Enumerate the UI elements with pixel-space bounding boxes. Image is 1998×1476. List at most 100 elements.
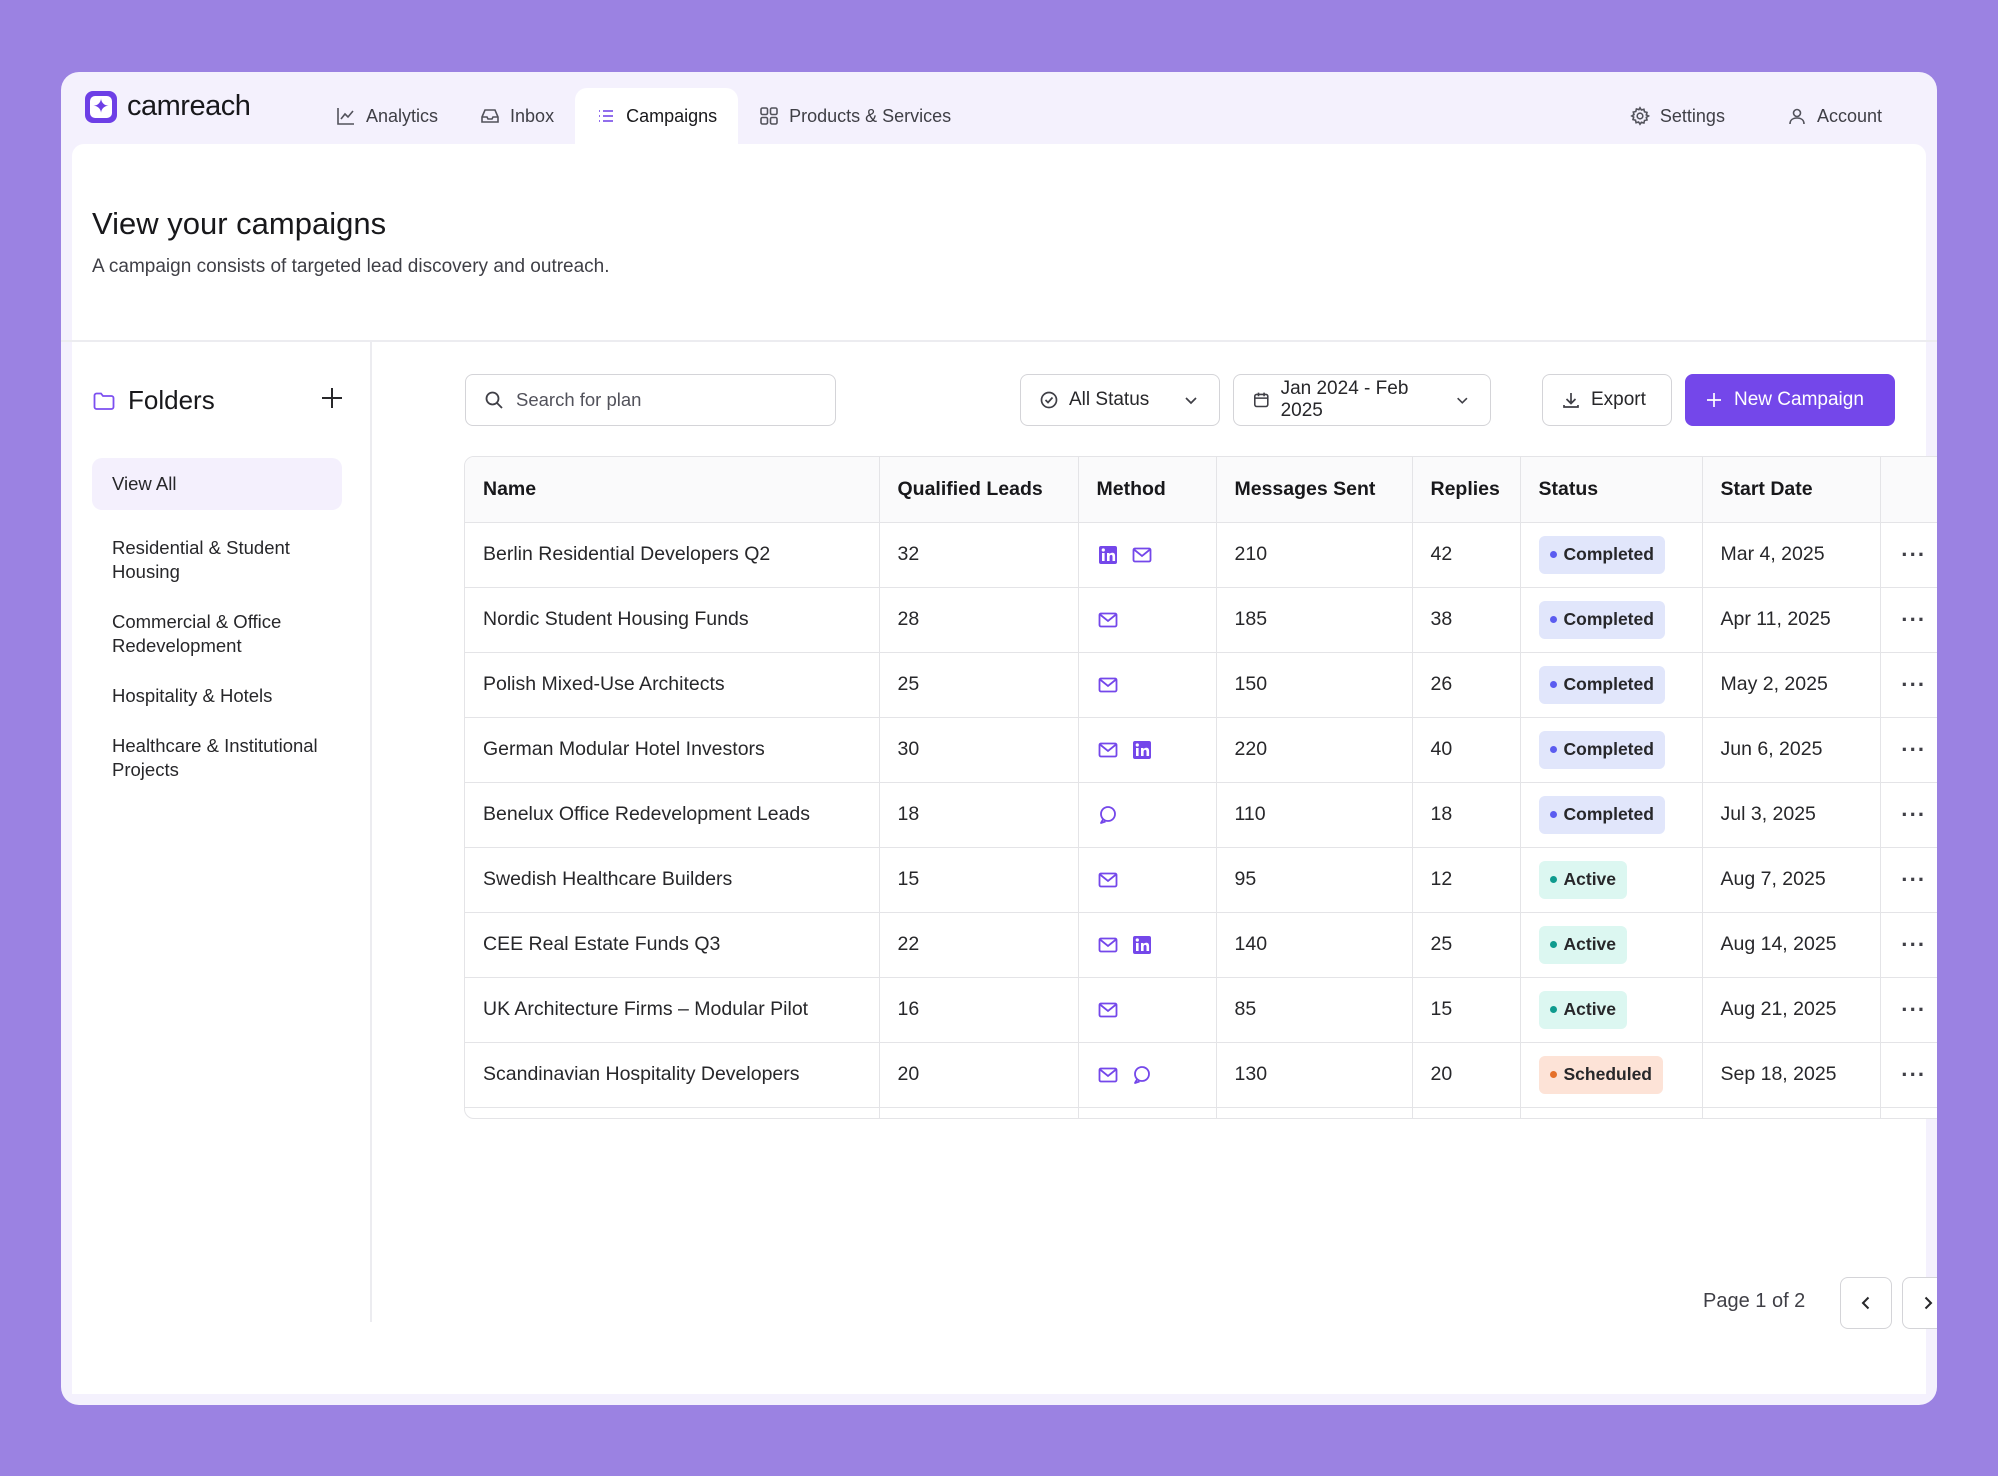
add-folder-button[interactable] xyxy=(317,383,347,413)
email-icon xyxy=(1097,609,1119,631)
cell-status: Active xyxy=(1520,912,1703,978)
status-filter-dropdown[interactable]: All Status xyxy=(1020,374,1220,426)
cell-name[interactable]: Nordic Student Housing Funds xyxy=(465,587,880,653)
table-row[interactable]: CEE Real Estate Funds Q3 22 140 25 Activ… xyxy=(465,912,1937,978)
cell-method xyxy=(1078,717,1217,783)
export-button[interactable]: Export xyxy=(1542,374,1672,426)
cell-start-date: Aug 21, 2025 xyxy=(1702,977,1881,1043)
folder-item-commercial[interactable]: Commercial & Office Redevelopment xyxy=(112,611,282,656)
cell-messages-sent: 130 xyxy=(1216,1042,1413,1108)
cell-method xyxy=(1078,1107,1217,1118)
cell-qualified-leads: 28 xyxy=(879,587,1079,653)
cell-status: Scheduled xyxy=(1520,1042,1703,1108)
search-input[interactable]: Search for plan xyxy=(465,374,836,426)
account-label: Account xyxy=(1816,105,1882,126)
table-row[interactable]: Polish Mixed-Use Architects 25 150 26 Co… xyxy=(465,652,1937,718)
logo[interactable]: ✦ camreach xyxy=(85,90,251,123)
status-label: Completed xyxy=(1563,739,1654,759)
settings-label: Settings xyxy=(1659,105,1725,126)
cell-method xyxy=(1078,912,1217,978)
divider xyxy=(61,340,1937,342)
account-link[interactable]: Account xyxy=(1766,88,1903,144)
nav-item-inbox[interactable]: Inbox xyxy=(459,88,575,144)
nav-item-products[interactable]: Products & Services xyxy=(738,88,972,144)
cell-messages-sent: 185 xyxy=(1216,587,1413,653)
chart-line-icon xyxy=(337,108,354,125)
folder-item-residential[interactable]: Residential & Student Housing xyxy=(112,537,290,582)
row-actions-button[interactable]: ··· xyxy=(1880,652,1937,718)
cell-messages-sent: 95 xyxy=(1216,847,1413,913)
row-actions-button[interactable]: ··· xyxy=(1880,1107,1937,1118)
plus-icon xyxy=(1707,393,1721,407)
cell-status: Completed xyxy=(1520,522,1703,588)
folder-item-healthcare[interactable]: Healthcare & Institutional Projects xyxy=(112,735,318,780)
folder-item-view-all[interactable]: View All xyxy=(92,458,342,510)
cell-name[interactable]: Swedish Healthcare Builders xyxy=(465,847,880,913)
row-actions-button[interactable]: ··· xyxy=(1880,522,1937,588)
nav-item-analytics[interactable]: Analytics xyxy=(315,88,459,144)
table-row[interactable]: Scandinavian Hospitality Developers 20 1… xyxy=(465,1042,1937,1108)
column-header-start-date[interactable]: Start Date xyxy=(1702,457,1881,523)
new-campaign-button[interactable]: New Campaign xyxy=(1685,374,1895,426)
nav-item-label: Campaigns xyxy=(626,105,718,126)
column-header-replies[interactable]: Replies xyxy=(1412,457,1521,523)
cell-replies: 40 xyxy=(1412,717,1521,783)
status-badge: Active xyxy=(1538,990,1628,1029)
column-header-status[interactable]: Status xyxy=(1520,457,1703,523)
cell-name[interactable]: Scandinavian Hospitality Developers xyxy=(465,1042,880,1108)
folder-item-hospitality[interactable]: Hospitality & Hotels xyxy=(112,685,273,706)
cell-messages-sent: 210 xyxy=(1216,522,1413,588)
cell-replies: 42 xyxy=(1412,522,1521,588)
logo-text: camreach xyxy=(127,90,251,122)
row-actions-button[interactable]: ··· xyxy=(1880,587,1937,653)
cell-name[interactable]: German Universities – Student Housing xyxy=(465,1107,880,1118)
nav-item-campaigns[interactable]: Campaigns xyxy=(575,88,739,144)
next-page-button[interactable] xyxy=(1902,1277,1937,1329)
status-label: Active xyxy=(1563,934,1617,954)
table-row[interactable]: Swedish Healthcare Builders 15 95 12 Act… xyxy=(465,847,1937,913)
table-row[interactable]: German Universities – Student Housing 12… xyxy=(465,1107,1937,1118)
cell-name[interactable]: CEE Real Estate Funds Q3 xyxy=(465,912,880,978)
nav-item-label: Products & Services xyxy=(789,105,952,126)
row-actions-button[interactable]: ··· xyxy=(1880,912,1937,978)
table-body: Berlin Residential Developers Q2 32 210 … xyxy=(465,522,1937,1118)
chevron-down-icon xyxy=(1457,397,1468,404)
row-actions-button[interactable]: ··· xyxy=(1880,977,1937,1043)
row-actions-button[interactable]: ··· xyxy=(1880,782,1937,848)
status-badge: Active xyxy=(1538,860,1628,899)
cell-name[interactable]: UK Architecture Firms – Modular Pilot xyxy=(465,977,880,1043)
list-icon xyxy=(599,110,614,122)
cell-name[interactable]: Benelux Office Redevelopment Leads xyxy=(465,782,880,848)
cell-status: Scheduled xyxy=(1520,1107,1703,1118)
cell-name[interactable]: Polish Mixed-Use Architects xyxy=(465,652,880,718)
column-header-method[interactable]: Method xyxy=(1078,457,1217,523)
status-dot xyxy=(1549,1006,1557,1013)
inbox-icon xyxy=(481,109,499,123)
table-row[interactable]: UK Architecture Firms – Modular Pilot 16… xyxy=(465,977,1937,1043)
column-header-messages-sent[interactable]: Messages Sent xyxy=(1216,457,1413,523)
cell-status: Active xyxy=(1520,977,1703,1043)
cell-start-date: Sep 18, 2025 xyxy=(1702,1042,1881,1108)
table-row[interactable]: Benelux Office Redevelopment Leads 18 11… xyxy=(465,782,1937,848)
row-actions-button[interactable]: ··· xyxy=(1880,717,1937,783)
cell-name[interactable]: Berlin Residential Developers Q2 xyxy=(465,522,880,588)
status-dot xyxy=(1549,811,1557,818)
folders-title: Folders xyxy=(128,385,215,415)
prev-page-button[interactable] xyxy=(1840,1277,1892,1329)
check-circle-icon xyxy=(1040,391,1058,409)
row-actions-button[interactable]: ··· xyxy=(1880,1042,1937,1108)
app-window: ✦ camreach Analytics Inbox Campaigns Pro… xyxy=(61,72,1937,1405)
cell-method xyxy=(1078,782,1217,848)
cell-name[interactable]: German Modular Hotel Investors xyxy=(465,717,880,783)
more-icon: ··· xyxy=(1901,1061,1927,1087)
row-actions-button[interactable]: ··· xyxy=(1880,847,1937,913)
settings-link[interactable]: Settings xyxy=(1609,88,1746,144)
nav-item-label: Inbox xyxy=(510,105,555,126)
column-header-name[interactable]: Name xyxy=(465,457,880,523)
table-row[interactable]: Berlin Residential Developers Q2 32 210 … xyxy=(465,522,1937,588)
table-row[interactable]: Nordic Student Housing Funds 28 185 38 C… xyxy=(465,587,1937,653)
email-icon xyxy=(1131,544,1153,566)
table-row[interactable]: German Modular Hotel Investors 30 220 40… xyxy=(465,717,1937,783)
date-range-dropdown[interactable]: Jan 2024 - Feb 2025 xyxy=(1233,374,1491,426)
column-header-qualified-leads[interactable]: Qualified Leads xyxy=(879,457,1079,523)
